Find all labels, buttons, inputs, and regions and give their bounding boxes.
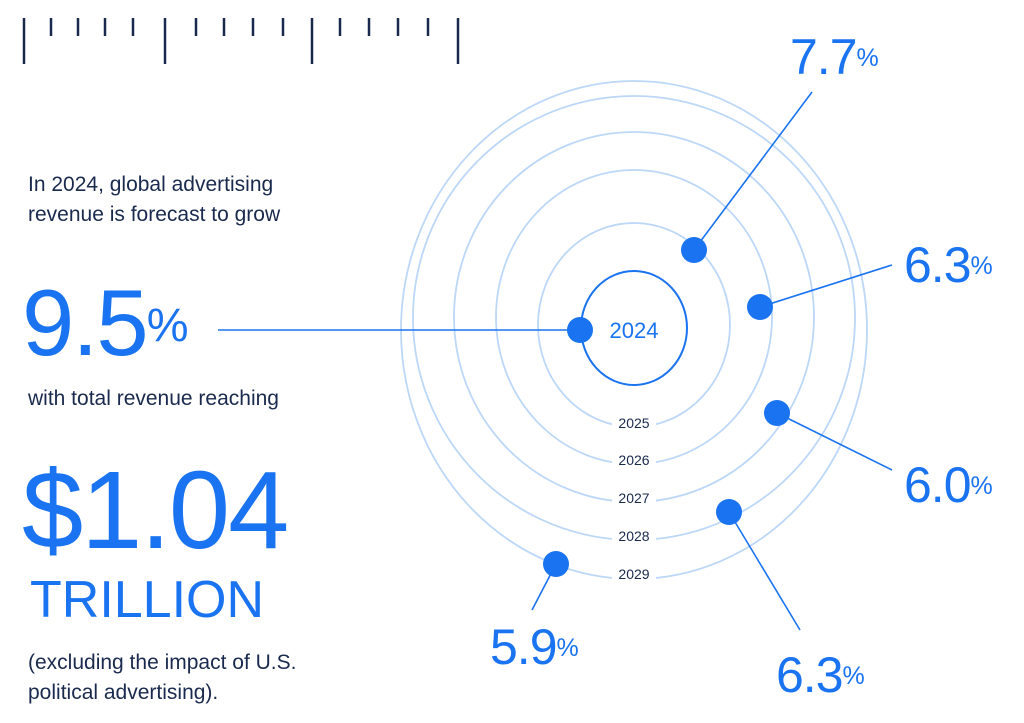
growth-label-2028: 6.3%	[776, 650, 865, 700]
leader-line-2027	[776, 412, 893, 471]
year-label-bg	[612, 490, 656, 508]
year-label-2029: 2029	[618, 566, 649, 582]
growth-label-unit: %	[970, 252, 993, 281]
growth-label-2026: 6.3%	[904, 240, 993, 290]
growth-point-2027	[764, 400, 790, 426]
center-year-label: 2024	[610, 318, 659, 343]
growth-point-2029	[543, 551, 569, 577]
growth-label-value: 6.0	[904, 457, 972, 513]
middle-text: with total revenue reaching	[28, 387, 279, 410]
growth-value: 9.5	[22, 270, 149, 375]
year-label-bg	[612, 528, 656, 546]
growth-label-value: 5.9	[490, 619, 558, 675]
growth-label-value: 7.7	[790, 29, 858, 85]
intro-text: In 2024, global advertising revenue is f…	[28, 173, 281, 226]
growth-headline: 9.5%	[22, 276, 188, 370]
year-label-2026: 2026	[618, 452, 649, 468]
ruler-decoration	[22, 18, 460, 64]
revenue-unit: TRILLION	[30, 571, 265, 629]
year-label-bg	[612, 452, 656, 470]
footnote-text: (excluding the impact of U.S. political …	[28, 651, 297, 704]
growth-point-2024	[567, 317, 593, 343]
growth-label-unit: %	[842, 662, 865, 691]
revenue-value: $1.04	[22, 449, 289, 572]
growth-label-unit: %	[970, 472, 993, 501]
growth-unit: %	[146, 298, 189, 352]
year-label-bg	[612, 566, 656, 584]
growth-label-2027: 6.0%	[904, 460, 993, 510]
growth-label-value: 6.3	[776, 647, 844, 703]
growth-label-unit: %	[556, 634, 579, 663]
leader-line-2025	[693, 91, 813, 251]
growth-label-2025: 7.7%	[790, 32, 879, 82]
year-label-2027: 2027	[618, 490, 649, 506]
year-label-2028: 2028	[618, 528, 649, 544]
growth-label-2029: 5.9%	[490, 622, 579, 672]
growth-point-2026	[747, 294, 773, 320]
growth-label-unit: %	[856, 44, 879, 73]
growth-point-2025	[681, 237, 707, 263]
growth-point-2028	[716, 499, 742, 525]
growth-label-value: 6.3	[904, 237, 972, 293]
leader-line-2026	[759, 264, 893, 308]
leader-line-2028	[728, 511, 801, 631]
year-label-bg	[612, 415, 656, 433]
year-label-2025: 2025	[618, 415, 649, 431]
